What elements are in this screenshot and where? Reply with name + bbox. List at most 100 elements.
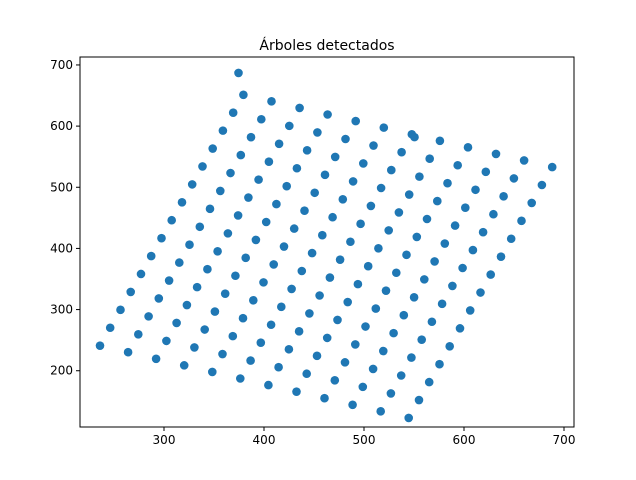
data-point [267, 97, 276, 106]
data-point [410, 132, 419, 142]
data-point [427, 317, 437, 327]
data-point [404, 413, 414, 423]
data-point [330, 152, 340, 162]
data-point [200, 325, 209, 334]
data-point [340, 358, 350, 367]
data-point [302, 146, 312, 155]
data-point [468, 245, 478, 255]
data-point [116, 305, 125, 315]
data-point [246, 132, 256, 142]
data-point [527, 198, 536, 208]
data-point [489, 209, 498, 219]
data-point [343, 297, 353, 307]
data-point [333, 315, 342, 325]
data-point [292, 387, 301, 396]
data-point [192, 282, 202, 292]
data-point [146, 251, 156, 261]
data-point [228, 331, 238, 341]
data-point [359, 159, 368, 168]
data-point [481, 167, 491, 177]
data-point [397, 147, 406, 157]
data-point [157, 233, 166, 243]
data-points [95, 68, 557, 423]
data-point [162, 336, 171, 346]
plot-frame [79, 56, 575, 428]
data-point [123, 347, 133, 357]
data-point [289, 224, 299, 233]
data-point [458, 263, 467, 273]
data-point [182, 300, 192, 310]
data-point [399, 310, 409, 320]
data-point [266, 320, 276, 330]
data-point [256, 338, 266, 347]
data-point [220, 289, 230, 298]
data-point [346, 237, 355, 247]
data-point [187, 180, 197, 189]
data-point [272, 199, 281, 209]
data-point [448, 281, 457, 291]
data-point [348, 400, 357, 410]
data-point [195, 222, 205, 232]
data-point [437, 299, 447, 309]
data-point [368, 364, 378, 374]
data-point [213, 246, 222, 256]
data-point [282, 181, 292, 191]
data-point [371, 304, 381, 313]
data-point [177, 198, 187, 207]
data-point [356, 219, 365, 229]
data-point [455, 324, 465, 333]
data-point [300, 206, 309, 215]
data-point [226, 168, 235, 178]
data-point [358, 382, 368, 392]
data-point [144, 312, 153, 321]
y-tick-label: 500 [50, 180, 73, 194]
data-point [318, 230, 327, 240]
data-point [450, 221, 460, 230]
data-point [424, 377, 434, 387]
x-tick-label: 300 [153, 433, 176, 447]
data-point [134, 329, 143, 339]
data-point [320, 393, 329, 403]
data-point [292, 163, 302, 173]
data-point [376, 407, 386, 416]
data-point [412, 232, 422, 242]
data-point [179, 361, 189, 370]
data-point [285, 121, 294, 131]
data-point [190, 343, 199, 352]
data-point [208, 367, 217, 377]
data-point [409, 292, 419, 302]
data-point [404, 190, 414, 199]
data-point [284, 344, 294, 354]
x-tick-label: 500 [353, 433, 376, 447]
data-point [322, 333, 332, 343]
data-point [491, 149, 501, 159]
data-point [198, 162, 207, 171]
data-point [210, 307, 220, 316]
data-point [233, 211, 243, 220]
data-point [274, 139, 284, 149]
data-point [328, 212, 337, 222]
data-point [136, 269, 146, 279]
data-point [445, 341, 455, 351]
data-point [203, 264, 212, 274]
data-point [348, 177, 358, 186]
chart-title: Árboles detectados [259, 37, 394, 54]
data-point [465, 306, 475, 315]
data-point [351, 116, 361, 126]
data-point [415, 172, 424, 181]
y-tick-label: 300 [50, 303, 73, 317]
data-point [264, 157, 274, 167]
data-point [330, 375, 340, 385]
data-point [264, 380, 273, 390]
data-point [287, 284, 296, 294]
data-point [443, 178, 452, 188]
data-point [351, 340, 360, 349]
data-point [274, 362, 283, 372]
data-point [435, 359, 444, 369]
data-point [246, 356, 255, 365]
data-point [251, 235, 261, 245]
data-point [167, 215, 176, 225]
data-point [164, 276, 174, 285]
